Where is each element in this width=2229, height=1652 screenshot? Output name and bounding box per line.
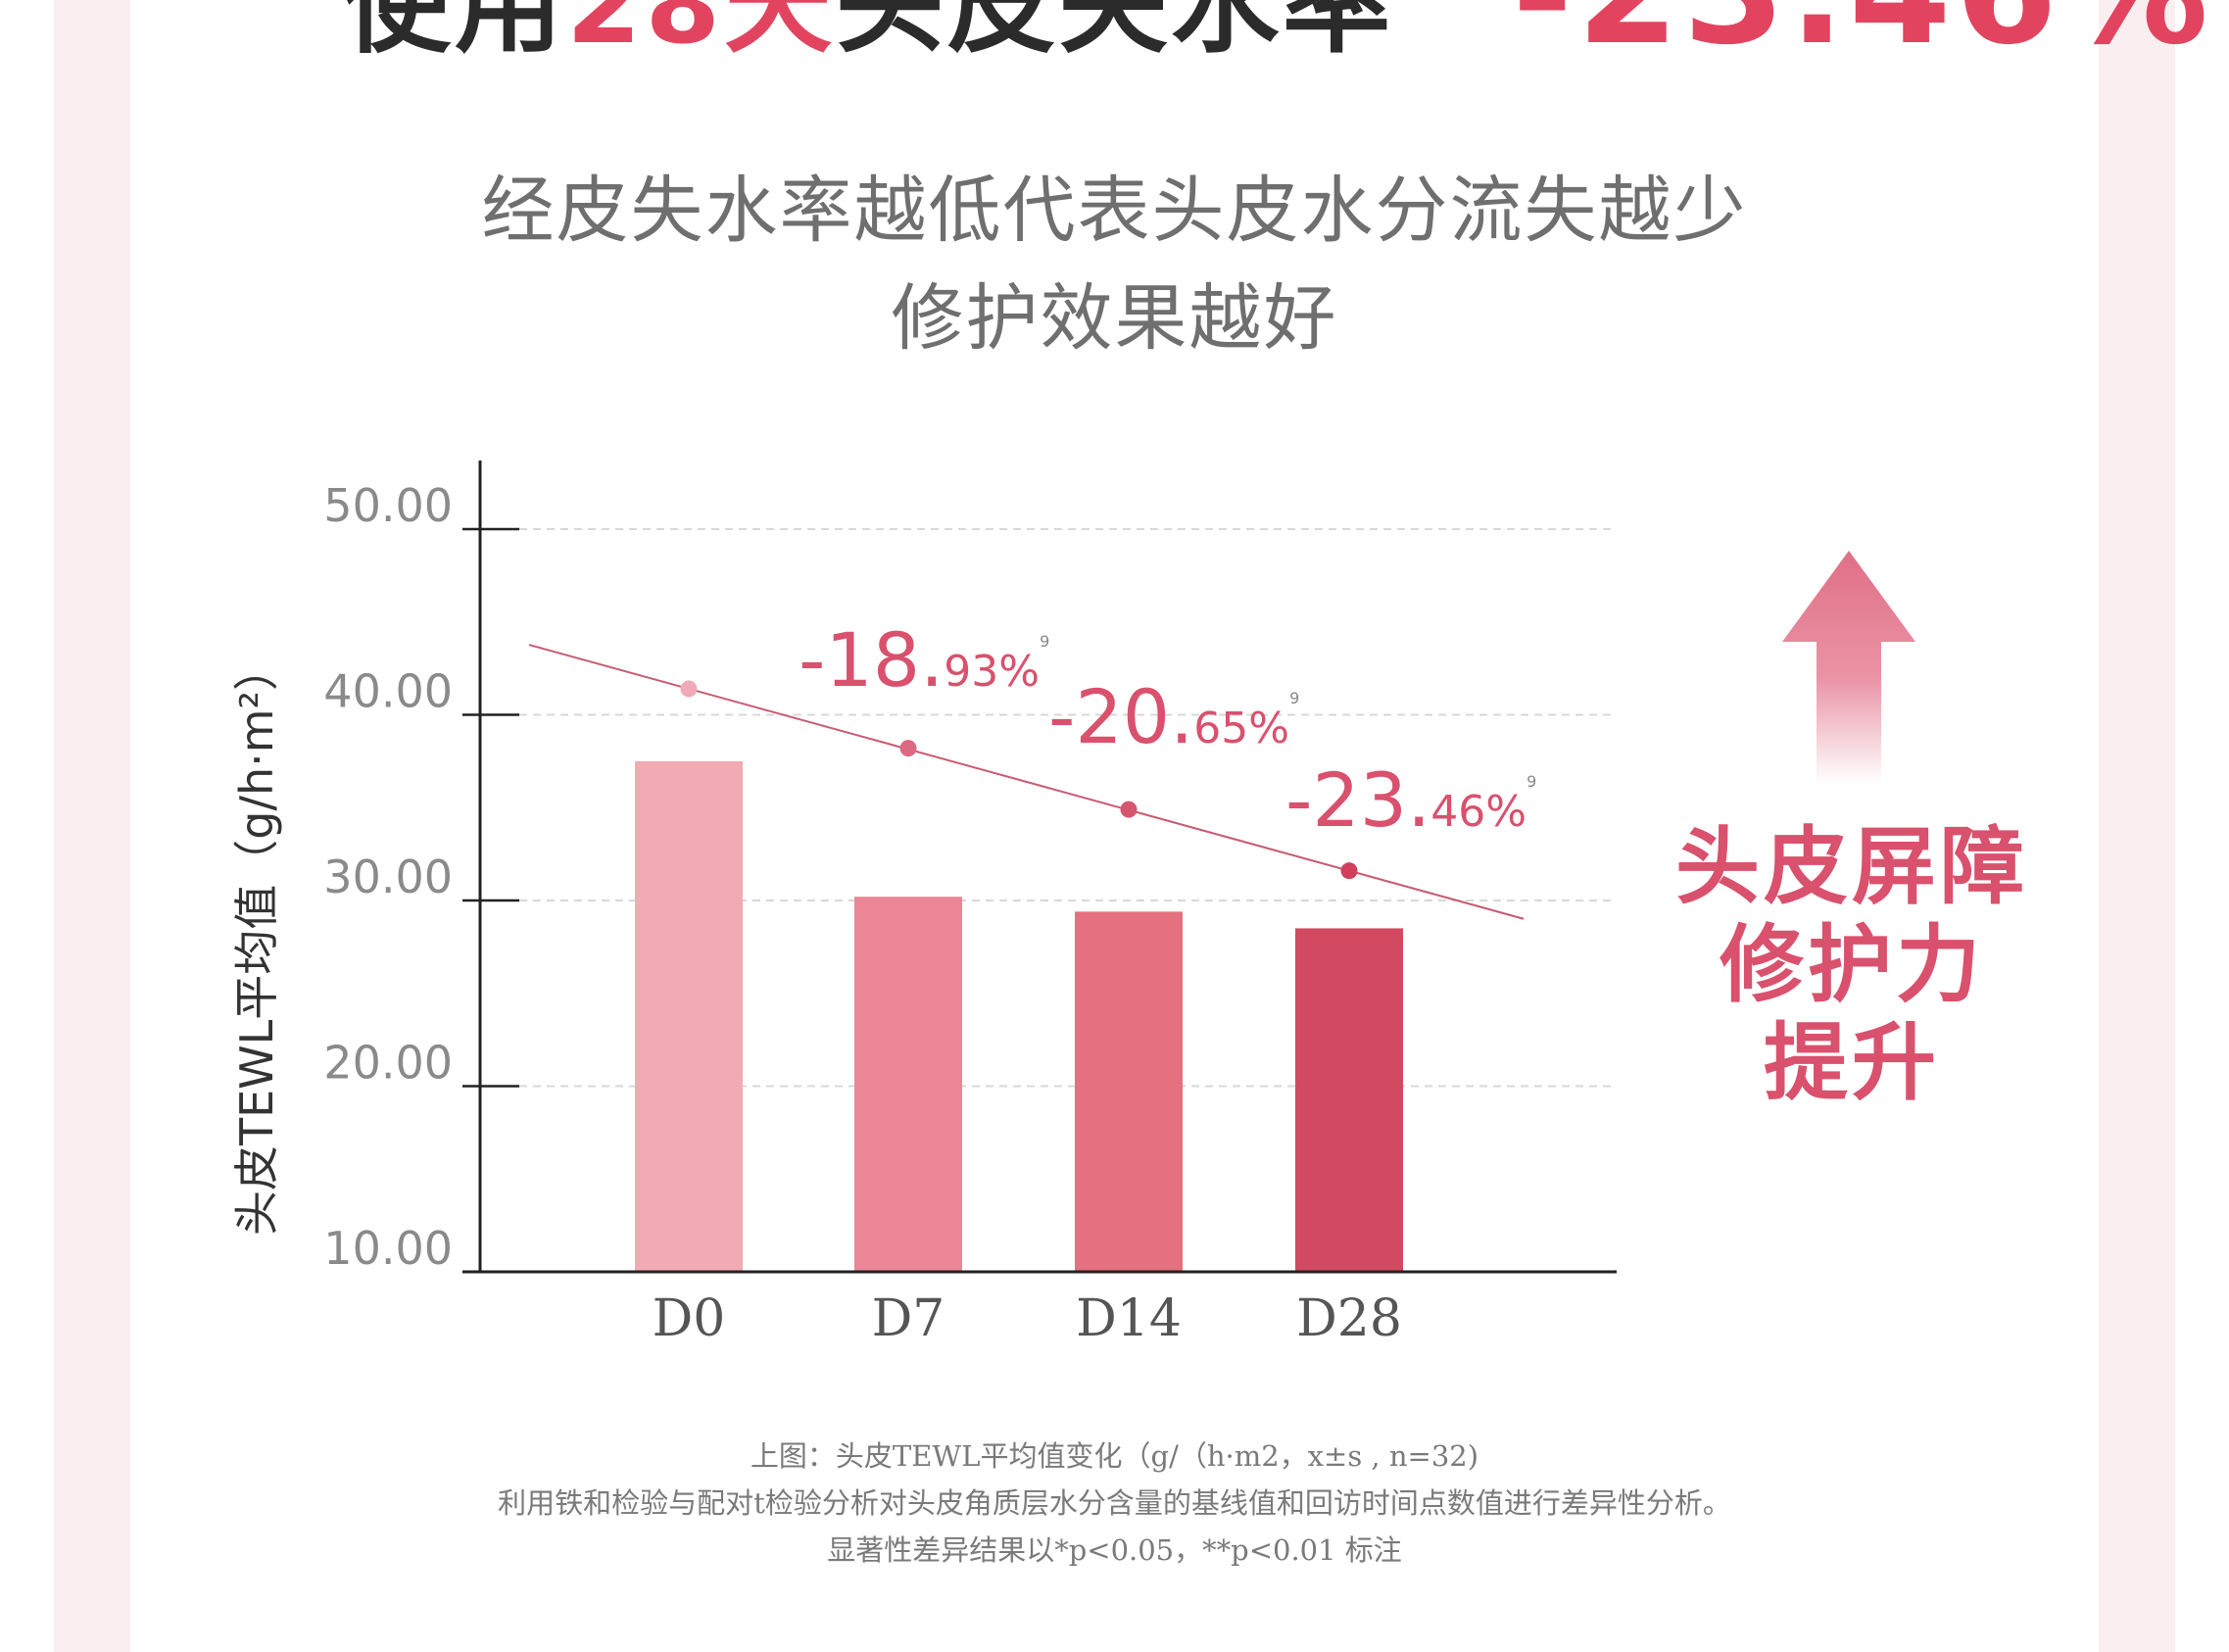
headline-part1: 使用: [343, 0, 566, 68]
footnote-line3: 显著性差异结果以*p<0.05，**p<0.01 标注: [827, 1533, 1402, 1567]
y-axis-label: 头皮TEWL平均值（g/h·m²）: [230, 646, 283, 1236]
trend-point: [899, 740, 917, 757]
side-label-line1: 头皮屏障: [1675, 818, 2028, 916]
headline-part3: 头皮失水率: [836, 0, 1395, 68]
trend-point: [680, 680, 698, 698]
reduction-label-d14: -20.65%9: [1048, 673, 1299, 760]
y-tick-label: 40.00: [323, 665, 453, 718]
y-tick-label: 10.00: [323, 1222, 453, 1275]
reduction-label-d7: -18.93%9: [799, 616, 1049, 704]
headline: 使用28天头皮失水率 -23.46%: [343, 0, 2212, 77]
y-tick-label: 50.00: [323, 479, 453, 532]
side-label-line2: 修护力: [1720, 916, 1984, 1014]
left-side-strip: [54, 0, 130, 1652]
trend-point: [1340, 862, 1358, 880]
headline-value: -23.46%: [1512, 0, 2212, 77]
bar-d14: [1075, 911, 1183, 1272]
x-tick-label: D0: [653, 1289, 726, 1348]
up-arrow-icon: [1782, 551, 1915, 784]
bar-d0: [635, 760, 743, 1272]
side-label-line3: 提升: [1764, 1014, 1940, 1112]
footnote-line1: 上图：头皮TEWL平均值变化（g/（h·m2，x±s , n=32): [750, 1439, 1479, 1473]
right-side-strip: [2099, 0, 2175, 1652]
x-tick-label: D28: [1296, 1289, 1402, 1348]
headline-part2: 28天: [566, 0, 837, 68]
footnote-line2: 利用铁和检验与配对t检验分析对头皮角质层水分含量的基线值和回访时间点数值进行差异…: [498, 1486, 1731, 1520]
subtitle-line1: 经皮失水率越低代表头皮水分流失越少: [481, 169, 1748, 253]
reduction-label-d28: -23.46%9: [1285, 756, 1536, 844]
x-tick-label: D7: [872, 1289, 945, 1348]
subtitle-line2: 修护效果越好: [891, 276, 1338, 361]
bar-d7: [854, 897, 962, 1272]
trend-point: [1120, 801, 1138, 818]
x-tick-label: D14: [1076, 1289, 1182, 1348]
y-tick-label: 20.00: [323, 1037, 453, 1090]
bar-d28: [1295, 928, 1403, 1272]
y-tick-label: 30.00: [323, 850, 453, 903]
